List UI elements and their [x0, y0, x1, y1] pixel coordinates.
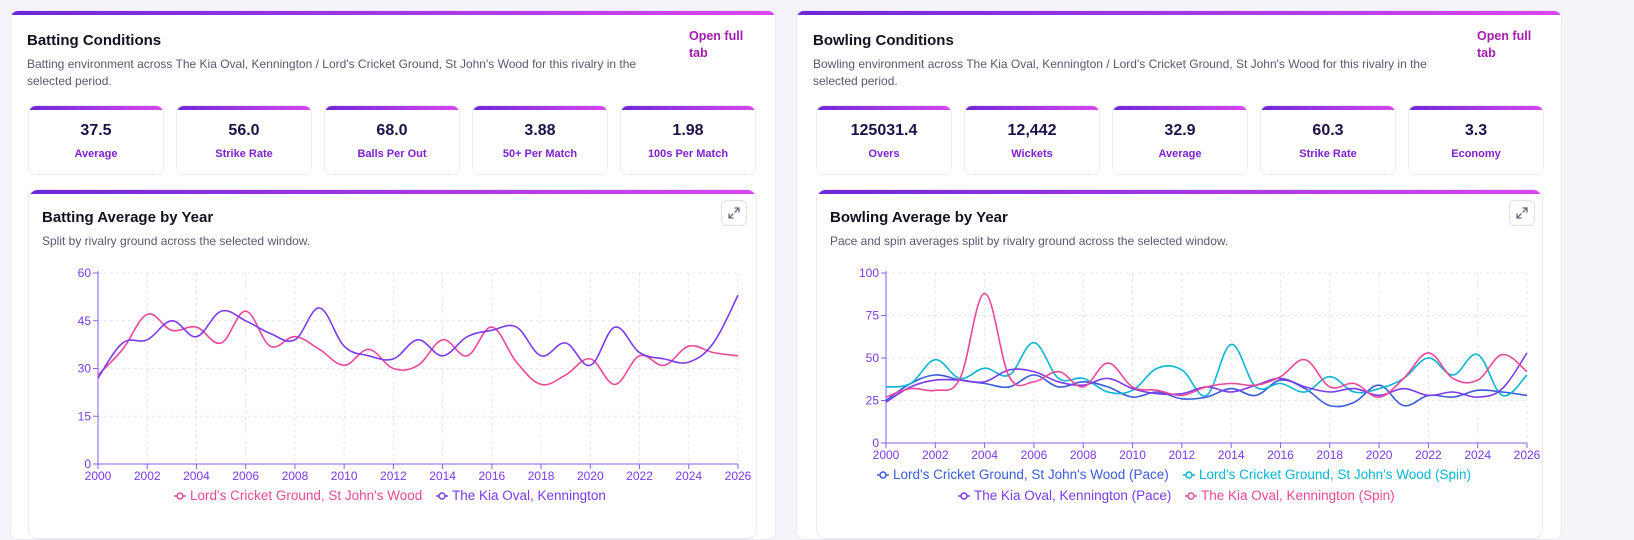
legend-label: Lord's Cricket Ground, St John's Wood (S… [1199, 467, 1471, 482]
y-tick-label: 30 [78, 362, 92, 376]
stat-label: Balls Per Out [325, 148, 459, 160]
legend-item[interactable]: The Kia Oval, Kennington (Pace) [958, 488, 1171, 503]
x-tick-label: 2002 [922, 448, 949, 462]
series-line-0 [886, 375, 1527, 407]
stat-value: 3.3 [1409, 122, 1543, 140]
x-tick-label: 2004 [183, 469, 210, 483]
batting-stat-strike-rate: 56.0 Strike Rate [176, 105, 312, 175]
y-tick-label: 60 [78, 266, 92, 280]
x-tick-label: 2022 [626, 469, 653, 483]
stat-value: 60.3 [1261, 122, 1395, 140]
batting-stat-balls-per-out: 68.0 Balls Per Out [324, 105, 460, 175]
stat-label: Economy [1409, 148, 1543, 160]
x-tick-label: 2000 [85, 469, 112, 483]
stat-label: 50+ Per Match [473, 148, 607, 160]
batting-open-full-tab-link[interactable]: Open full tab [689, 28, 759, 62]
batting-panel-description: Batting environment across The Kia Oval,… [27, 56, 667, 90]
x-tick-label: 2012 [1168, 448, 1195, 462]
batting-panel-title: Batting Conditions [27, 32, 161, 49]
stat-value: 68.0 [325, 122, 459, 140]
y-tick-label: 45 [78, 314, 92, 328]
x-tick-label: 2018 [528, 469, 555, 483]
bowling-stat-strike-rate: 60.3 Strike Rate [1260, 105, 1396, 175]
bowling-panel-title: Bowling Conditions [813, 32, 954, 49]
legend-swatch-marker [1186, 472, 1192, 478]
stat-label: Wickets [965, 148, 1099, 160]
x-tick-label: 2010 [1119, 448, 1146, 462]
bowling-stat-wickets: 12,442 Wickets [964, 105, 1100, 175]
stat-value: 32.9 [1113, 122, 1247, 140]
batting-stat-fifties-per-match: 3.88 50+ Per Match [472, 105, 608, 175]
legend-item[interactable]: The Kia Oval, Kennington (Spin) [1185, 488, 1395, 503]
x-tick-label: 2014 [1218, 448, 1245, 462]
x-tick-label: 2024 [1464, 448, 1491, 462]
y-tick-label: 15 [78, 409, 92, 423]
y-tick-label: 25 [866, 394, 880, 408]
stat-value: 56.0 [177, 122, 311, 140]
x-tick-label: 2022 [1415, 448, 1442, 462]
y-tick-label: 75 [866, 309, 880, 323]
stat-label: Average [29, 148, 163, 160]
bowling-chart-card: Bowling Average by Year Pace and spin av… [816, 189, 1543, 539]
x-tick-label: 2004 [971, 448, 998, 462]
legend-swatch-marker [880, 472, 886, 478]
bowling-stat-economy: 3.3 Economy [1408, 105, 1544, 175]
legend-item[interactable]: The Kia Oval, Kennington [436, 488, 606, 503]
stat-value: 1.98 [621, 122, 755, 140]
legend-swatch-marker [961, 493, 967, 499]
x-tick-label: 2024 [675, 469, 702, 483]
stat-label: 100s Per Match [621, 148, 755, 160]
bowling-stat-overs: 125031.4 Overs [816, 105, 952, 175]
stat-value: 3.88 [473, 122, 607, 140]
x-tick-label: 2008 [282, 469, 309, 483]
batting-stat-average: 37.5 Average [28, 105, 164, 175]
x-tick-label: 2026 [725, 469, 752, 483]
stat-label: Average [1113, 148, 1247, 160]
stat-value: 125031.4 [817, 122, 951, 140]
legend-item[interactable]: Lord's Cricket Ground, St John's Wood [174, 488, 422, 503]
y-tick-label: 50 [866, 351, 880, 365]
legend-item[interactable]: Lord's Cricket Ground, St John's Wood (P… [877, 467, 1169, 482]
stat-value: 12,442 [965, 122, 1099, 140]
legend-label: The Kia Oval, Kennington (Pace) [974, 488, 1171, 503]
legend-label: Lord's Cricket Ground, St John's Wood (P… [893, 467, 1169, 482]
x-tick-label: 2000 [873, 448, 900, 462]
x-tick-label: 2016 [1267, 448, 1294, 462]
series-line-0 [98, 311, 738, 385]
x-tick-label: 2006 [232, 469, 259, 483]
legend-swatch-marker [1188, 493, 1194, 499]
legend-label: Lord's Cricket Ground, St John's Wood [190, 488, 422, 503]
batting-stat-hundreds-per-match: 1.98 100s Per Match [620, 105, 756, 175]
x-tick-label: 2006 [1021, 448, 1048, 462]
legend-swatch-marker [177, 493, 183, 499]
x-tick-label: 2020 [1366, 448, 1393, 462]
stat-label: Strike Rate [1261, 148, 1395, 160]
bowling-open-full-tab-link[interactable]: Open full tab [1477, 28, 1547, 62]
x-tick-label: 2002 [134, 469, 161, 483]
legend-label: The Kia Oval, Kennington [452, 488, 606, 503]
x-tick-label: 2010 [331, 469, 358, 483]
stat-value: 37.5 [29, 122, 163, 140]
stat-label: Strike Rate [177, 148, 311, 160]
x-tick-label: 2014 [429, 469, 456, 483]
bowling-panel-description: Bowling environment across The Kia Oval,… [813, 56, 1453, 90]
legend-item[interactable]: Lord's Cricket Ground, St John's Wood (S… [1183, 467, 1471, 482]
series-line-1 [886, 343, 1527, 396]
bowling-stat-average: 32.9 Average [1112, 105, 1248, 175]
bowling-conditions-panel: Bowling Conditions Bowling environment a… [796, 10, 1562, 540]
x-tick-label: 2012 [380, 469, 407, 483]
x-tick-label: 2008 [1070, 448, 1097, 462]
stat-label: Overs [817, 148, 951, 160]
batting-chart-card: Batting Average by Year Split by rivalry… [28, 189, 757, 539]
y-tick-label: 100 [859, 266, 879, 280]
legend-swatch-marker [439, 493, 445, 499]
x-tick-label: 2026 [1514, 448, 1541, 462]
legend-label: The Kia Oval, Kennington (Spin) [1201, 488, 1395, 503]
batting-conditions-panel: Batting Conditions Batting environment a… [10, 10, 776, 540]
x-tick-label: 2016 [478, 469, 505, 483]
x-tick-label: 2018 [1316, 448, 1343, 462]
x-tick-label: 2020 [577, 469, 604, 483]
